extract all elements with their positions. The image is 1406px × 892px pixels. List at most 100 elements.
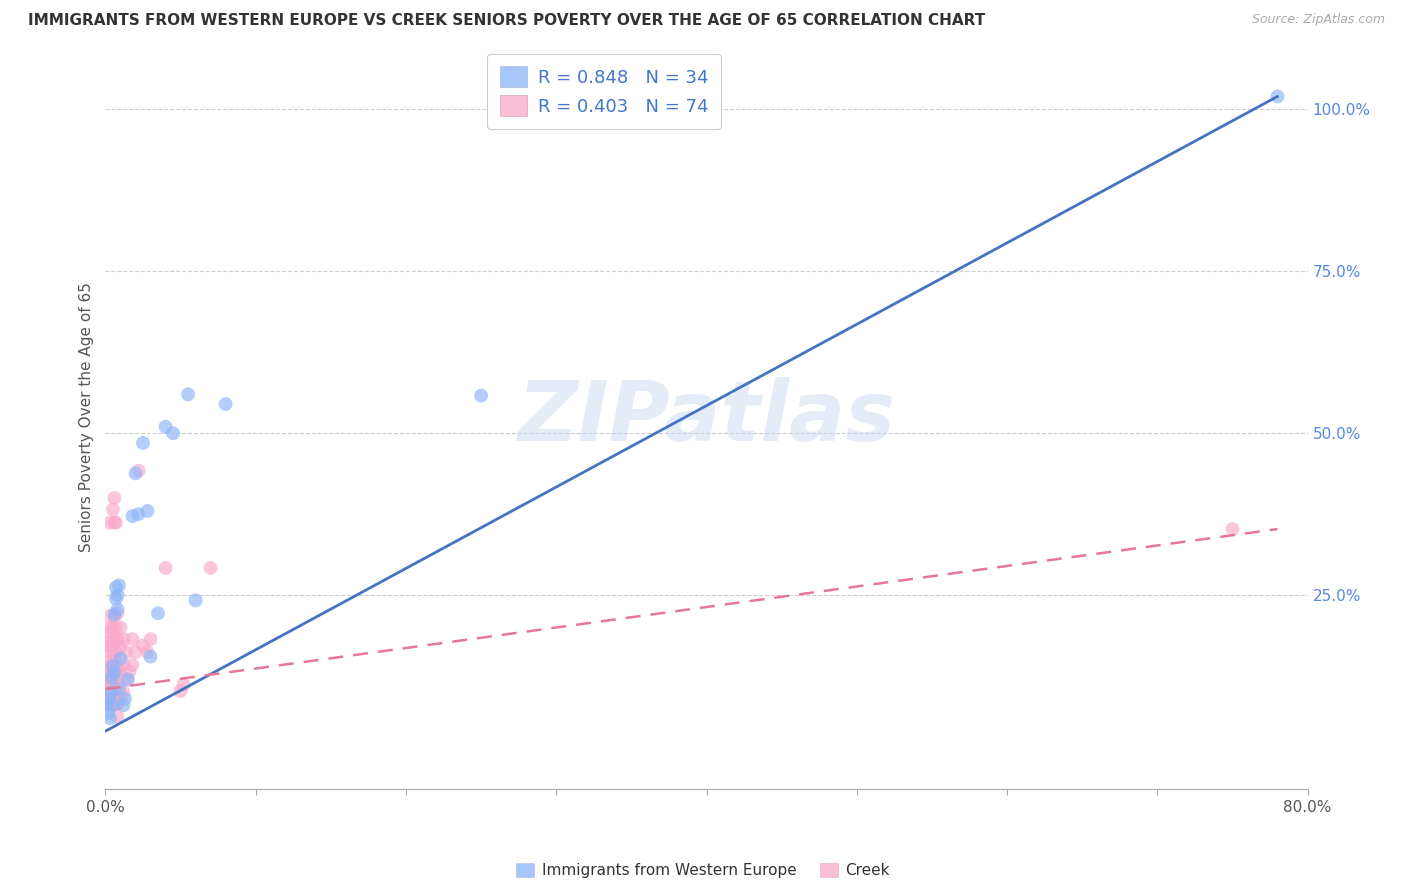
Point (104, 665, 127, 680)
Point (110, 620, 132, 634)
Point (128, 507, 150, 521)
Point (118, 665, 141, 679)
Point (108, 681, 131, 696)
Point (96, 660, 118, 674)
Point (104, 591, 127, 606)
Point (184, 593, 207, 607)
Point (110, 691, 132, 706)
Point (110, 665, 132, 680)
Point (114, 691, 136, 706)
Point (101, 685, 124, 699)
Point (107, 659, 129, 673)
Point (101, 502, 124, 516)
Point (101, 639, 124, 653)
Point (103, 684, 125, 698)
Point (104, 697, 127, 711)
Point (132, 639, 155, 653)
Point (115, 673, 138, 687)
Point (104, 620, 127, 634)
Point (128, 464, 150, 478)
Point (108, 578, 131, 592)
Point (107, 607, 129, 621)
Point (107, 697, 129, 711)
Point (103, 608, 125, 623)
Point (101, 698, 124, 713)
Point (103, 651, 125, 665)
Point (169, 684, 191, 698)
Point (112, 698, 135, 713)
Point (214, 397, 236, 411)
Point (96, 697, 118, 711)
Point (100, 671, 122, 685)
Point (97, 654, 120, 668)
Point (96, 698, 118, 713)
Point (107, 677, 129, 691)
Text: Source: ZipAtlas.com: Source: ZipAtlas.com (1251, 13, 1385, 27)
Point (107, 602, 129, 616)
Point (136, 504, 159, 518)
Point (98, 691, 121, 706)
Text: ZIPatlas: ZIPatlas (517, 376, 896, 458)
Point (98, 697, 121, 711)
Point (100, 673, 122, 687)
Point (110, 651, 132, 665)
Point (97, 625, 120, 640)
Point (121, 509, 143, 524)
Point (97, 667, 120, 681)
Point (103, 665, 125, 680)
Point (103, 516, 125, 530)
Point (107, 588, 129, 602)
Point (103, 671, 125, 685)
Point (117, 673, 139, 687)
Point (100, 632, 122, 647)
Point (97, 640, 120, 654)
Point (177, 387, 200, 401)
Point (96, 684, 118, 698)
Point (155, 419, 177, 434)
Point (100, 659, 122, 673)
Point (103, 607, 125, 622)
Point (100, 697, 122, 711)
Point (101, 673, 124, 687)
Point (121, 658, 143, 673)
Point (98, 516, 121, 530)
Point (110, 640, 132, 654)
Point (107, 632, 129, 647)
Point (124, 645, 146, 659)
Point (146, 607, 169, 621)
Point (98, 673, 121, 688)
Y-axis label: Seniors Poverty Over the Age of 65: Seniors Poverty Over the Age of 65 (79, 282, 94, 552)
Point (139, 649, 162, 664)
Point (97, 679, 120, 693)
Point (98, 660, 121, 674)
Point (97, 691, 120, 706)
Point (103, 632, 125, 647)
Point (104, 645, 127, 659)
Point (121, 632, 143, 647)
Point (139, 632, 162, 647)
Legend: Immigrants from Western Europe, Creek: Immigrants from Western Europe, Creek (510, 857, 896, 884)
Point (112, 685, 135, 699)
Point (470, 389, 492, 403)
Point (1267, 89, 1289, 103)
Point (162, 426, 184, 441)
Point (104, 516, 127, 530)
Point (98, 620, 121, 634)
Point (112, 632, 135, 647)
Point (124, 467, 146, 481)
Point (100, 685, 122, 699)
Point (107, 710, 129, 724)
Point (98, 640, 121, 654)
Text: IMMIGRANTS FROM WESTERN EUROPE VS CREEK SENIORS POVERTY OVER THE AGE OF 65 CORRE: IMMIGRANTS FROM WESTERN EUROPE VS CREEK … (28, 13, 986, 29)
Point (132, 436, 155, 450)
Point (101, 620, 124, 634)
Point (101, 697, 124, 711)
Point (1222, 522, 1244, 536)
Point (97, 697, 120, 711)
Point (173, 677, 195, 691)
Point (103, 491, 125, 505)
Point (104, 685, 127, 699)
Point (98, 685, 121, 699)
Point (98, 608, 121, 623)
Point (100, 647, 122, 661)
